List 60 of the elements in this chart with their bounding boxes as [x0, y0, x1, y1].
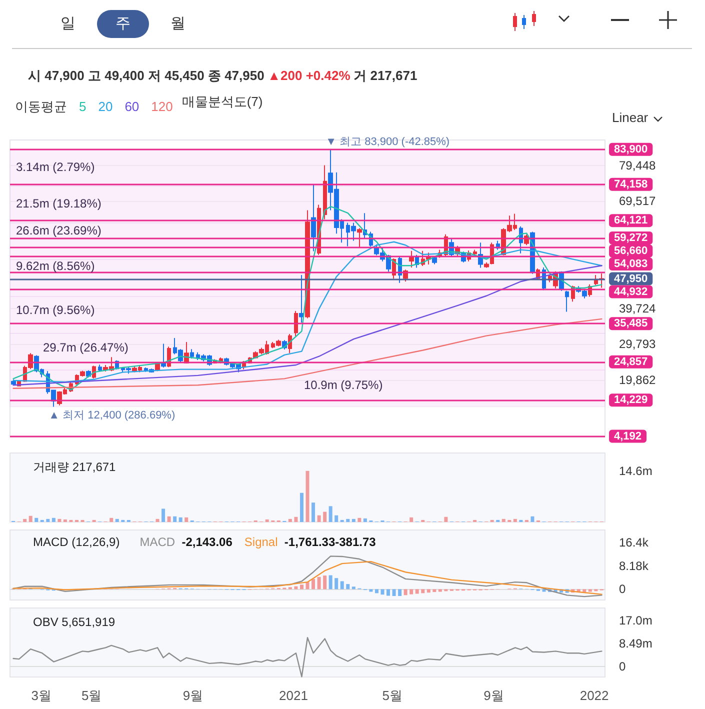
y-tick-label: 39,724 [619, 301, 656, 316]
y-tick-label: 8.18k [619, 558, 650, 573]
x-tick-label: 5월 [81, 688, 102, 703]
ref-line-label: 59,272 [614, 232, 648, 244]
text: 14.6m [619, 464, 652, 478]
chart-title: 거래량 217,671 [33, 460, 116, 474]
text: Signal [244, 535, 284, 549]
y-tick-label: 19,862 [619, 372, 656, 387]
text: 60 [124, 99, 140, 114]
text: 120 [151, 99, 173, 114]
y-tick-label: 0 [619, 582, 626, 596]
annotation: ▲ 최저 12,400 (286.69%) [48, 409, 176, 422]
text: 매물분석도(7) [182, 94, 263, 109]
annotation: ▼ 최고 83,900 (-42.85%) [326, 136, 450, 148]
ref-line-label: 47,950 [614, 272, 648, 285]
text: 5 [79, 99, 86, 114]
text: OBV 5,651,919 [33, 615, 116, 629]
band-label: 29.7m (26.47%) [43, 340, 128, 355]
band-label: 3.14m (2.79%) [16, 160, 95, 174]
text: Linear [612, 110, 648, 125]
x-tick-label: 3월 [31, 688, 52, 703]
band-label: 10.9m (9.75%) [304, 378, 383, 392]
legend-title: 이동평균 [15, 99, 67, 114]
y-tick-label: 29,793 [619, 337, 656, 352]
ref-line-label: 54,083 [614, 258, 648, 270]
text: 거 217,671 [354, 68, 418, 83]
ref-line-label: 44,932 [614, 286, 648, 298]
x-tick-label: 2022 [580, 688, 609, 703]
ref-line-label: 35,485 [614, 318, 648, 330]
x-tick-label: 9월 [182, 688, 204, 703]
ref-line-label: 14,229 [614, 394, 648, 406]
x-tick-label: 2021 [279, 688, 308, 703]
band-label: 10.7m (9.56%) [16, 303, 95, 318]
band-label: 26.6m (23.69%) [16, 223, 102, 238]
text: 20 [98, 99, 113, 114]
band-label: 21.5m (19.18%) [16, 196, 102, 210]
x-tick-label: 9월 [484, 688, 504, 703]
text: 일 [60, 14, 76, 34]
text: 시 47,900 고 49,400 저 45,450 종 47,950 [28, 68, 264, 83]
text: MACD [140, 535, 182, 549]
y-tick-label: 79,448 [619, 158, 656, 172]
text: 주 [97, 10, 149, 38]
chart-title: MACD (12,26,9) [33, 535, 120, 549]
text: ▲200 +0.42% [268, 68, 351, 83]
ref-line-label: 83,900 [614, 143, 648, 156]
text: 월 [170, 14, 186, 34]
text: -1,761.33-381.73 [284, 535, 376, 549]
y-tick-label: 0 [619, 660, 626, 674]
x-tick-label: 5월 [382, 688, 402, 703]
y-tick-label: 16.4k [619, 536, 650, 550]
ref-line-label: 74,158 [614, 178, 648, 190]
band-label: 9.62m (8.56%) [16, 258, 95, 273]
ref-line-label: 64,121 [614, 214, 648, 227]
y-tick-label: 17.0m [619, 613, 652, 628]
y-tick-label: 69,517 [619, 194, 656, 208]
ref-line-label: 56,660 [614, 245, 648, 258]
ref-line-label: 4,192 [614, 430, 642, 442]
ref-line-label: 24,857 [614, 356, 648, 368]
y-tick-label: 8.49m [619, 636, 652, 651]
annotation: -2,143.06 [182, 535, 233, 549]
